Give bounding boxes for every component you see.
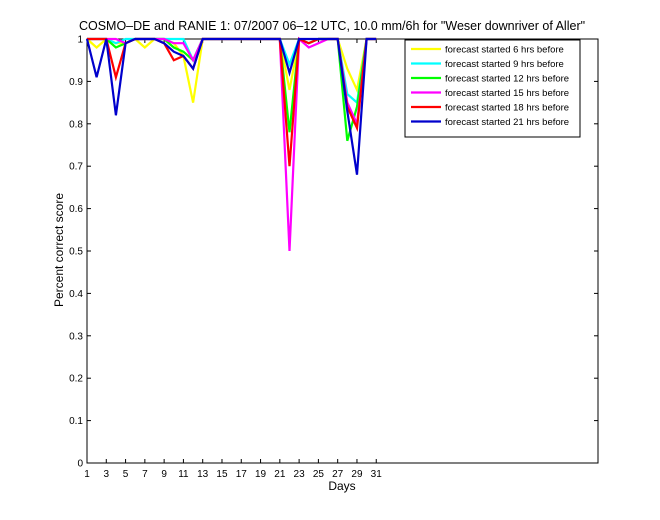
y-tick-label: 0.4: [69, 289, 83, 300]
x-tick-label: 7: [142, 469, 148, 480]
x-tick-label: 15: [216, 469, 228, 480]
y-tick-label: 0.5: [69, 247, 83, 258]
legend-label: forecast started 15 hrs before: [445, 88, 569, 99]
legend-label: forecast started 12 hrs before: [445, 74, 569, 85]
x-tick-label: 21: [274, 469, 286, 480]
x-tick-label: 31: [371, 469, 383, 480]
legend-label: forecast started 6 hrs before: [445, 45, 564, 56]
legend: forecast started 6 hrs before forecast st…: [404, 39, 581, 138]
y-tick-label: 0.2: [69, 374, 83, 385]
legend-label: forecast started 9 hrs before: [445, 59, 564, 70]
x-tick-label: 1: [84, 469, 90, 480]
legend-label: forecast started 18 hrs before: [445, 103, 569, 114]
x-tick-label: 25: [313, 469, 325, 480]
x-tick-label: 5: [123, 469, 129, 480]
y-tick-label: 0.1: [69, 416, 83, 427]
chart-title: COSMO–DE and RANIE 1: 07/2007 06–12 UTC,…: [79, 19, 585, 33]
y-tick-label: 0: [77, 459, 83, 470]
x-axis-label: Days: [328, 479, 355, 493]
series-line-6: [85, 37, 377, 175]
y-tick-label: 1: [77, 35, 83, 46]
legend-label: forecast started 21 hrs before: [445, 117, 569, 128]
y-tick-label: 0.9: [69, 77, 83, 88]
y-tick-label: 0.6: [69, 204, 83, 215]
x-tick-label: 19: [255, 469, 267, 480]
y-tick-label: 0.3: [69, 331, 83, 342]
x-tick-label: 3: [104, 469, 110, 480]
plot-area: 1 3 5 7 9 11 13 15 17 19 21 23 25 27 29 3100.10.20.30.4…: [69, 35, 599, 480]
x-tick-label: 23: [294, 469, 306, 480]
y-tick-label: 0.7: [69, 162, 83, 173]
x-tick-label: 11: [178, 469, 189, 480]
x-tick-label: 17: [236, 469, 248, 480]
y-axis-label: Percent correct score: [52, 193, 66, 307]
x-tick-label: 29: [351, 469, 363, 480]
x-tick-label: 13: [197, 469, 209, 480]
y-tick-label: 0.8: [69, 119, 83, 130]
x-tick-label: 9: [161, 469, 167, 480]
x-tick-label: 27: [332, 469, 344, 480]
